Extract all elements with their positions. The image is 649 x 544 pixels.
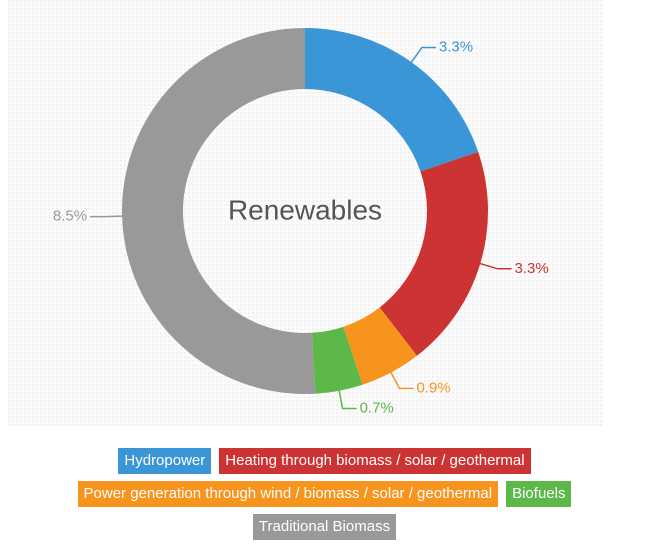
legend-entry: Traditional Biomass (252, 514, 397, 540)
data-label: 3.3% (515, 260, 549, 277)
leader-line (408, 46, 436, 66)
legend-entry: Power generation through wind / biomass … (77, 481, 499, 507)
legend-entry: Biofuels (506, 481, 572, 507)
donut-segment (311, 326, 363, 394)
leader-line (337, 386, 357, 410)
data-label: 3.3% (439, 38, 473, 55)
leader-line (388, 368, 414, 390)
donut-segment (379, 151, 488, 356)
legend-entry: Heating through biomass / solar / geothe… (219, 448, 531, 474)
data-label: 0.9% (416, 379, 450, 396)
leader-line (90, 215, 127, 218)
leader-line (476, 261, 512, 270)
donut-segment (122, 28, 316, 394)
legend-entry: Hydropower (118, 448, 212, 474)
chart: Renewables 3.3% 3.3% 0.9% 0.7% 8.5% (8, 0, 603, 426)
data-label: 0.7% (360, 399, 394, 416)
donut-segment (343, 307, 417, 385)
donut-segment (305, 28, 479, 172)
legend: Hydropower Heating through biomass / sola… (44, 448, 605, 540)
data-label: 8.5% (53, 208, 87, 225)
center-label: Renewables (228, 194, 382, 225)
